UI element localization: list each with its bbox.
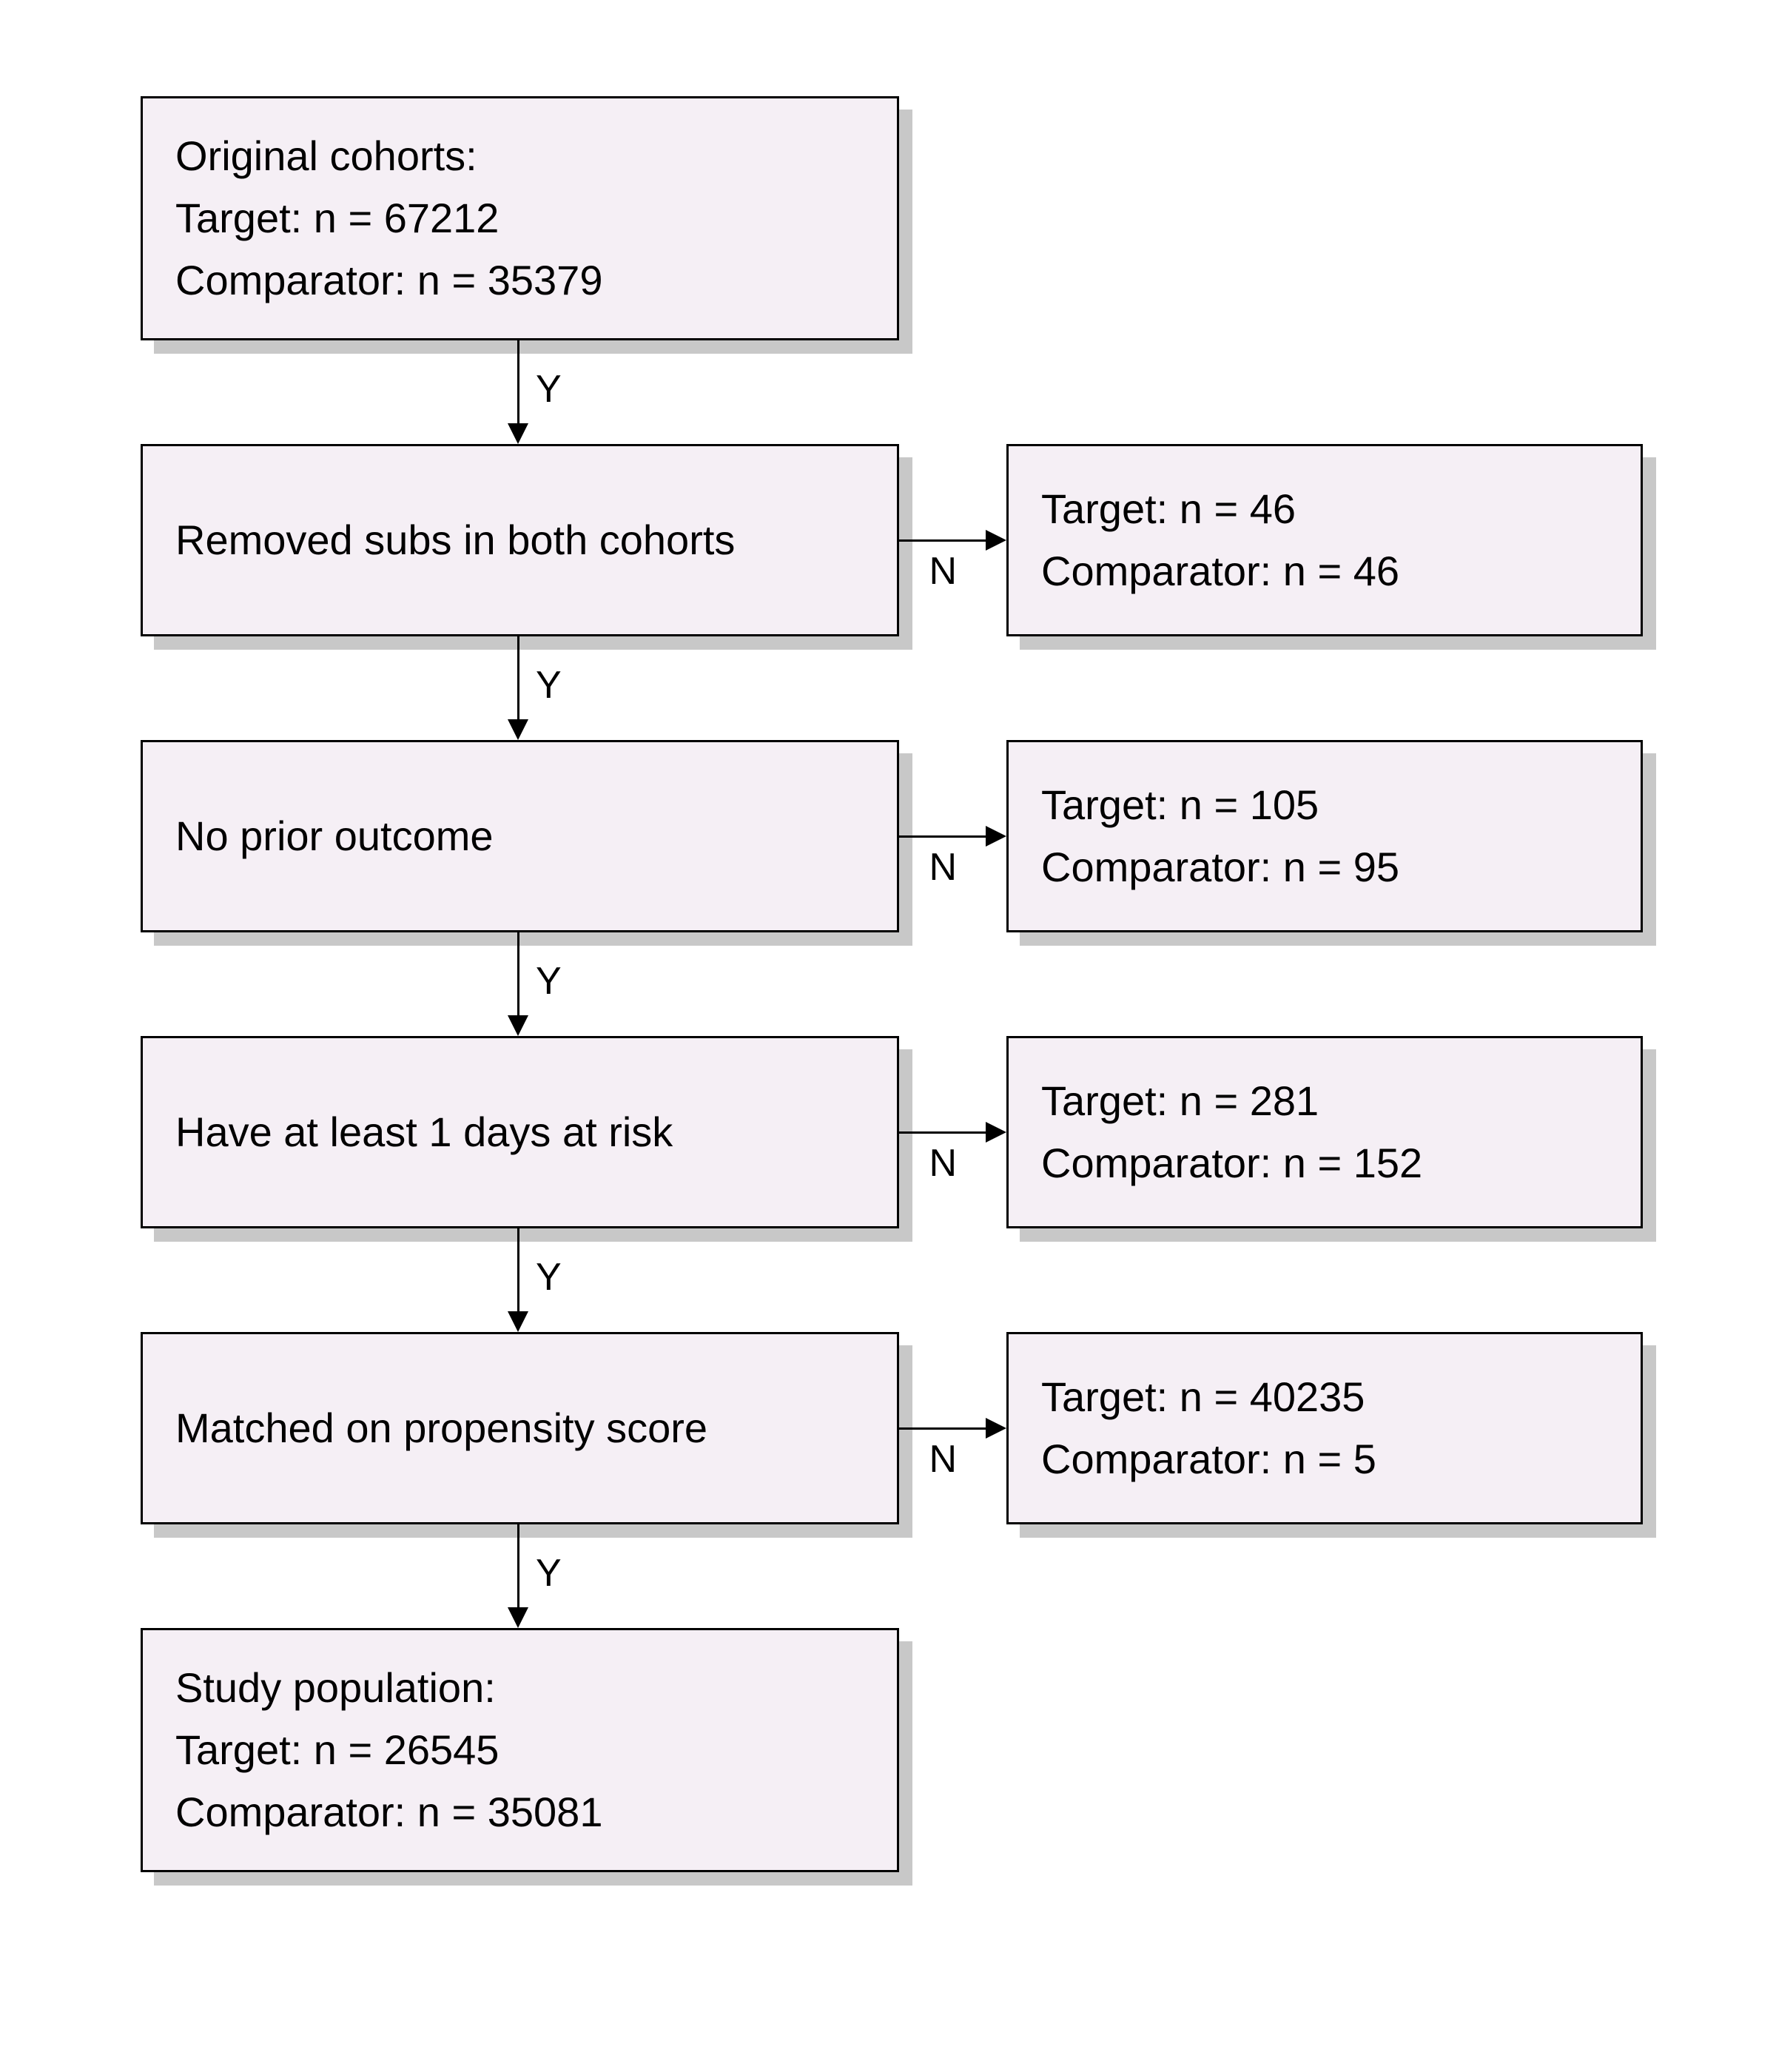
flow-box-n1: Removed subs in both cohorts <box>141 444 899 636</box>
flow-box-s4: Target: n = 40235 Comparator: n = 5 <box>1006 1332 1643 1524</box>
arrow-head-down-icon <box>508 719 528 742</box>
arrow-label-n: N <box>929 845 958 889</box>
arrow-label-n: N <box>929 549 958 593</box>
arrow-head-down-icon <box>508 1015 528 1038</box>
flow-box-s2: Target: n = 105 Comparator: n = 95 <box>1006 740 1643 932</box>
box-text: Target: n = 40235 Comparator: n = 5 <box>1041 1366 1608 1490</box>
flow-box-n5: Study population: Target: n = 26545 Comp… <box>141 1628 899 1872</box>
box-text: Removed subs in both cohorts <box>175 509 864 571</box>
flow-box-s3: Target: n = 281 Comparator: n = 152 <box>1006 1036 1643 1228</box>
flow-box-s1: Target: n = 46 Comparator: n = 46 <box>1006 444 1643 636</box>
arrow-label-n: N <box>929 1141 958 1185</box>
flow-box-n4: Matched on propensity score <box>141 1332 899 1524</box>
arrow-head-right-icon <box>986 1122 1009 1143</box>
arrow-line-down <box>517 636 519 719</box>
box-text: Target: n = 46 Comparator: n = 46 <box>1041 478 1608 602</box>
arrow-head-right-icon <box>986 1418 1009 1439</box>
box-text: Have at least 1 days at risk <box>175 1101 864 1163</box>
box-text: Target: n = 281 Comparator: n = 152 <box>1041 1070 1608 1194</box>
arrow-label-n: N <box>929 1437 958 1481</box>
arrow-head-down-icon <box>508 1607 528 1630</box>
box-text: No prior outcome <box>175 805 864 867</box>
arrow-label-y: Y <box>536 367 562 411</box>
arrow-head-down-icon <box>508 1311 528 1334</box>
box-text: Target: n = 105 Comparator: n = 95 <box>1041 774 1608 898</box>
arrow-line-right <box>899 1131 986 1134</box>
flow-box-n2: No prior outcome <box>141 740 899 932</box>
box-text: Original cohorts: Target: n = 67212 Comp… <box>175 125 864 312</box>
arrow-line-right <box>899 1427 986 1430</box>
arrow-head-down-icon <box>508 423 528 446</box>
arrow-head-right-icon <box>986 530 1009 551</box>
arrow-line-right <box>899 539 986 542</box>
arrow-line-down <box>517 1524 519 1607</box>
arrow-line-down <box>517 1228 519 1311</box>
arrow-label-y: Y <box>536 663 562 707</box>
arrow-label-y: Y <box>536 1255 562 1299</box>
flowchart-canvas: Original cohorts: Target: n = 67212 Comp… <box>0 0 1776 2072</box>
box-text: Study population: Target: n = 26545 Comp… <box>175 1657 864 1843</box>
flow-box-n3: Have at least 1 days at risk <box>141 1036 899 1228</box>
arrow-line-down <box>517 932 519 1015</box>
arrow-label-y: Y <box>536 959 562 1003</box>
box-text: Matched on propensity score <box>175 1397 864 1459</box>
arrow-label-y: Y <box>536 1551 562 1595</box>
arrow-head-right-icon <box>986 826 1009 847</box>
arrow-line-right <box>899 835 986 838</box>
flow-box-n0: Original cohorts: Target: n = 67212 Comp… <box>141 96 899 340</box>
arrow-line-down <box>517 340 519 423</box>
